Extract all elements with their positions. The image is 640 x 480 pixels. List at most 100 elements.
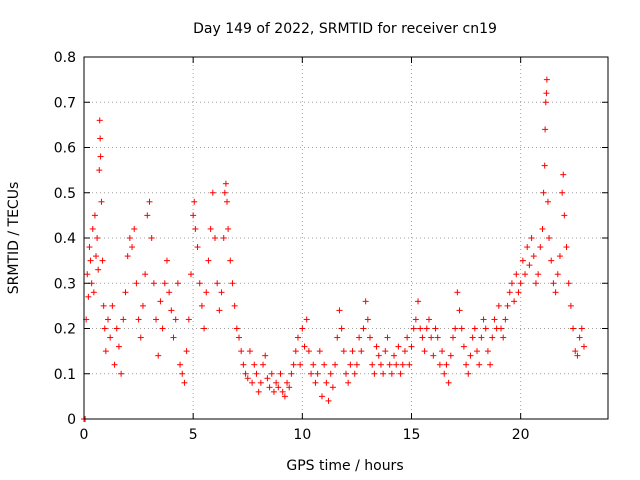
x-tick-label: 10 [293,427,311,443]
data-point [535,271,542,278]
data-point [153,316,160,323]
data-point [94,235,101,241]
data-point [257,379,264,386]
data-point [146,198,153,205]
data-point [207,225,214,232]
y-tick-label: 0.8 [54,50,76,66]
data-point [93,253,100,260]
data-point [240,361,247,368]
data-point [460,343,467,350]
data-point [109,302,116,309]
data-point [126,235,133,241]
data-point [327,370,334,377]
data-point [201,325,208,332]
data-point [172,316,179,323]
data-point [542,126,549,133]
data-point [353,361,360,368]
data-point [314,370,321,377]
data-point [238,348,245,355]
data-point [233,325,240,332]
data-point [515,289,522,296]
data-point [150,280,157,287]
data-point [552,289,559,296]
data-point [194,244,201,251]
data-point [572,348,579,355]
data-point [95,266,102,273]
data-point [399,361,406,368]
data-point [556,253,563,260]
data-point [192,225,199,232]
data-point [491,316,498,323]
data-point [290,361,297,368]
data-point [452,325,459,332]
data-point [517,280,524,287]
data-point [356,334,363,341]
data-point [275,384,282,391]
data-point [347,361,354,368]
x-tick-label: 20 [512,427,530,443]
data-point [181,379,188,386]
data-point [513,271,520,278]
y-axis-label: SRMTID / TECUs [6,182,22,295]
data-point [343,370,349,377]
data-point [443,361,450,368]
data-point [436,361,443,368]
data-point [467,352,474,359]
data-point [99,257,106,264]
data-point [124,253,131,260]
data-point [321,361,328,368]
data-point [548,257,555,264]
data-point [159,325,166,332]
data-point [142,271,149,278]
data-point [286,384,293,391]
data-point [445,379,452,386]
data-point [190,212,197,219]
data-point [86,244,93,251]
axis-ticks [83,56,608,420]
data-point [262,352,269,359]
data-point [168,307,175,314]
data-point [221,189,228,196]
data-point [476,361,483,368]
data-point [253,370,260,377]
data-point [465,370,472,377]
data-point [227,257,234,264]
data-point [480,316,487,323]
data-point [135,316,142,323]
data-point [369,361,376,368]
data-point [388,370,395,377]
data-point [187,271,194,278]
data-point [565,280,572,287]
data-point [229,280,236,287]
data-point [550,280,557,287]
data-point [506,289,513,296]
data-point [222,180,229,187]
data-point [273,379,280,386]
data-point [325,397,332,404]
y-tick-label: 0.4 [54,231,76,247]
data-point [340,348,347,355]
data-point [163,257,170,264]
data-point [183,348,190,355]
data-point [401,348,408,355]
data-point [358,348,365,355]
data-point [471,325,478,332]
data-point [303,316,310,323]
data-point [495,302,502,309]
data-point [100,302,107,309]
data-point [264,375,271,382]
data-point [310,361,317,368]
data-point [292,348,299,355]
data-point [118,370,125,377]
x-tick-label: 0 [80,427,89,443]
data-point [177,361,184,368]
data-point [554,271,561,278]
data-point [543,76,550,83]
data-point [115,343,122,350]
data-point [338,325,345,332]
data-point [87,257,94,264]
data-point [544,198,551,205]
tick-labels: 0 5 10 15 20 0 0.1 0.2 0.3 0.4 0.5 0.6 0.7 0.8 [54,50,530,443]
data-point [524,244,531,251]
y-tick-label: 0.1 [54,367,76,383]
